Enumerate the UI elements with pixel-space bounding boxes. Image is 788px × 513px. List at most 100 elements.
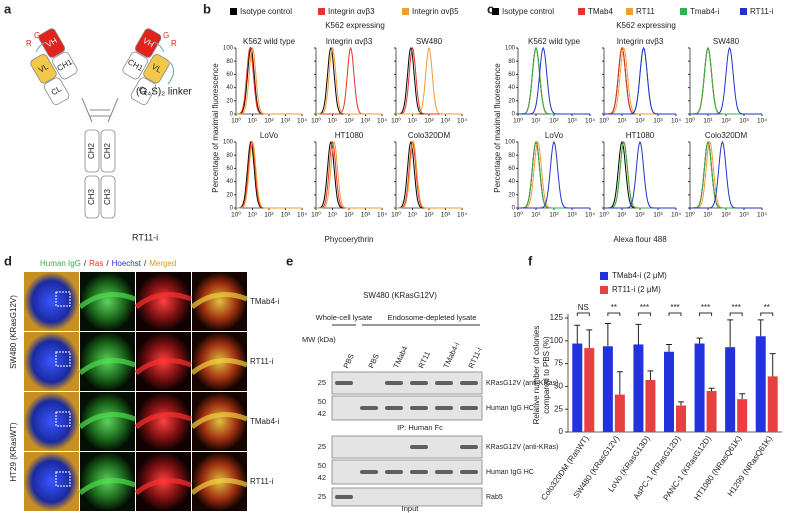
x-tick-label: 10³: [653, 118, 663, 125]
x-tick-label: 10²: [264, 118, 274, 125]
blot-strip: [331, 395, 483, 421]
error-bar: [769, 353, 776, 377]
ip-label: IP: Human Fc: [397, 423, 443, 432]
plot-title: HT1080: [626, 131, 655, 140]
bar: [572, 343, 583, 432]
x-tick-label: 10⁰: [513, 211, 523, 219]
blot-strip: [331, 371, 483, 395]
group-label: Whole-cell lysate: [316, 313, 373, 322]
x-tick-label: 10¹: [531, 212, 541, 219]
membrane: [78, 358, 136, 375]
plot-title: LoVo: [545, 131, 564, 140]
band: [335, 381, 353, 385]
legend-label: TMab4-i (2 μM): [612, 271, 667, 280]
zoom-box: [55, 411, 71, 427]
x-tick-label: 10³: [441, 212, 451, 219]
x-tick-label: 10³: [361, 212, 371, 219]
histogram: [604, 140, 676, 209]
legend-swatch: [578, 8, 585, 15]
y-tick-label: 0: [512, 112, 516, 118]
error-bar: [574, 324, 581, 344]
plot-title: SW480: [416, 37, 443, 46]
x-tick-label: 10⁰: [231, 117, 241, 125]
significance: NS: [578, 303, 589, 312]
x-tick-label: 10¹: [328, 212, 338, 219]
error-bar: [586, 329, 593, 349]
construct-name: RT11-i: [132, 232, 158, 242]
y-tick-label: 40: [508, 179, 515, 185]
lane-label: PBS: [341, 352, 356, 369]
plot-title: HT1080: [335, 131, 364, 140]
x-tick-label: 10⁴: [757, 212, 767, 219]
zoom-box: [55, 471, 71, 487]
histogram: [690, 140, 762, 209]
panel-label: a: [4, 1, 12, 16]
domain: [134, 28, 162, 58]
micrographs: Human IgG / Ras / Hoechst / MergedTMab4-iRT11-…: [9, 259, 280, 511]
motif: R: [26, 39, 32, 48]
x-tick-label: 10¹: [248, 118, 258, 125]
x-tick-label: 10⁴: [377, 212, 387, 219]
y-tick-label: 20: [508, 192, 515, 198]
x-tick-label: 10¹: [328, 118, 338, 125]
band: [385, 406, 403, 410]
x-tick-label: 10²: [264, 212, 274, 219]
significance: **: [611, 303, 617, 312]
linker-label: (G₄S)₂ linker: [136, 87, 192, 98]
y-tick-label: 100: [550, 336, 564, 345]
zoom-box: [55, 291, 71, 307]
mw-marker: 42: [318, 473, 326, 482]
bar: [725, 347, 736, 432]
error-bar: [757, 319, 764, 337]
histogram: [236, 140, 302, 209]
bar: [767, 376, 778, 432]
sig-bracket: [729, 312, 743, 316]
x-tick-label: 10³: [361, 118, 371, 125]
histogram: [396, 46, 462, 115]
blot-label: Rab5: [486, 494, 503, 501]
x-tick-label: 10¹: [531, 118, 541, 125]
cell-line: HT29 (KRasWT): [9, 422, 18, 481]
domain-label: CH2: [87, 142, 96, 159]
histogram: [396, 140, 462, 209]
x-tick-label: 10⁴: [671, 118, 681, 125]
x-tick-label: 10³: [281, 212, 291, 219]
western-blot: SW480 (KRasG12V) Whole-cell lysate Endosom…: [302, 291, 558, 513]
significance: ***: [640, 303, 649, 312]
blot-strip: [331, 435, 483, 459]
bar: [737, 399, 748, 432]
blot-label: Human IgG HC: [486, 469, 534, 476]
y-tick-label: 60: [508, 72, 515, 78]
lane-label: PBS: [366, 352, 381, 369]
y-axis-label: Percentage of maximal fluorescence: [211, 63, 220, 193]
x-tick-label: 10¹: [408, 212, 418, 219]
membrane: [134, 478, 192, 495]
x-tick-label: 10¹: [703, 212, 713, 219]
bar: [706, 390, 717, 432]
x-tick-label: 10⁰: [685, 211, 695, 219]
plot-title: Colo320DM: [705, 131, 748, 140]
membrane: [190, 412, 248, 429]
x-tick-label: 10⁰: [311, 211, 321, 219]
micrograph: [24, 392, 79, 451]
legend-swatch: [402, 8, 409, 15]
histogram: [236, 46, 302, 115]
sig-bracket: [668, 312, 682, 316]
mw-marker: 50: [318, 397, 326, 406]
plot-title: K562 wild type: [243, 37, 296, 46]
x-tick-label: 10⁰: [231, 211, 241, 219]
legend-label: RT11-i (2 μM): [612, 285, 661, 294]
blot-strip: [331, 487, 483, 507]
band: [385, 470, 403, 474]
legend-header: K562 expressing: [325, 21, 385, 30]
legend-label: Isotype control: [240, 7, 292, 16]
x-tick-label: 10⁰: [599, 211, 609, 219]
x-tick-label: 10⁰: [311, 117, 321, 125]
membrane: [134, 358, 192, 375]
row-label: TMab4-i: [250, 297, 280, 306]
domain: [84, 175, 100, 219]
legend-swatch: [600, 286, 608, 294]
panel-label: f: [528, 253, 533, 268]
band: [460, 470, 478, 474]
membrane: [134, 412, 192, 429]
